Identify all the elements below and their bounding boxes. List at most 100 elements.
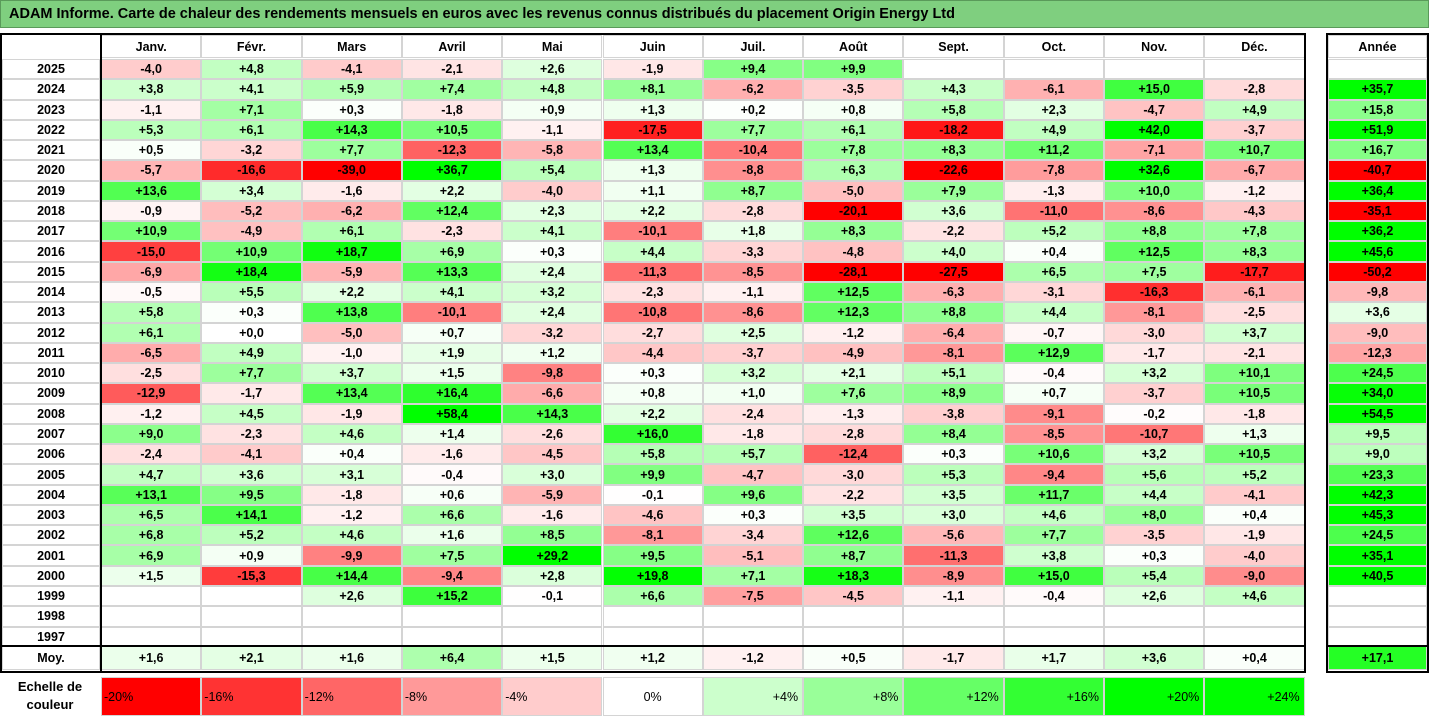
heatmap-cell: +2,2 — [602, 200, 703, 222]
row-year-label: 2019 — [2, 180, 100, 201]
heatmap-cell: -4,4 — [602, 342, 703, 364]
heatmap-cell: +8,3 — [1204, 241, 1305, 262]
heatmap-cell: -4,3 — [1204, 200, 1305, 222]
heatmap-cell: -1,3 — [1003, 180, 1104, 201]
heatmap-cell: -2,3 — [401, 221, 503, 242]
row-year-label: 2007 — [2, 423, 100, 445]
heatmap-cell: -5,9 — [502, 484, 603, 505]
heatmap-cell: -2,2 — [803, 484, 904, 505]
heatmap-cell: +0,3 — [903, 444, 1004, 465]
annual-cell: +23,3 — [1328, 464, 1427, 485]
heatmap-cell: +3,4 — [201, 180, 302, 201]
heatmap-cell: -8,8 — [702, 160, 804, 181]
heatmap-cell — [803, 626, 904, 647]
legend-swatch: -4% — [502, 677, 603, 716]
average-row-divider — [0, 645, 1306, 647]
heatmap-cell: +1,9 — [401, 342, 503, 364]
heatmap-cell: -7,1 — [1104, 140, 1205, 161]
heatmap-cell: +1,0 — [702, 383, 804, 404]
heatmap-cell: +10,1 — [1204, 363, 1305, 384]
heatmap-cell: -6,9 — [101, 261, 202, 282]
annual-cell: -9,8 — [1328, 281, 1427, 303]
heatmap-cell: +12,6 — [803, 525, 904, 546]
heatmap-cell: +2,8 — [502, 565, 603, 587]
row-year-label: 2008 — [2, 403, 100, 424]
heatmap-cell — [602, 606, 703, 627]
month-header: Juin — [602, 35, 703, 58]
heatmap-cell: +6,6 — [602, 586, 703, 607]
annual-cell: +51,9 — [1328, 119, 1427, 141]
heatmap-cell: -0,9 — [101, 200, 202, 222]
heatmap-cell: -4,7 — [1104, 99, 1205, 120]
heatmap-cell: +4,6 — [1204, 586, 1305, 607]
heatmap-cell — [702, 626, 804, 647]
heatmap-cell: -0,5 — [101, 281, 202, 303]
heatmap-cell: -2,8 — [803, 423, 904, 445]
heatmap-cell: -2,1 — [1204, 342, 1305, 364]
heatmap-cell: -8,5 — [702, 261, 804, 282]
heatmap-cell: -15,3 — [201, 565, 302, 587]
heatmap-cell: -1,2 — [101, 403, 202, 424]
heatmap-cell: +13,3 — [401, 261, 503, 282]
report-title: ADAM Informe. Carte de chaleur des rende… — [0, 0, 1429, 28]
row-year-label: 2025 — [2, 59, 100, 80]
annual-cell: -9,0 — [1328, 322, 1427, 343]
row-year-label: 2012 — [2, 322, 100, 343]
heatmap-cell: +16,0 — [602, 423, 703, 445]
heatmap-cell — [903, 59, 1004, 80]
heatmap-cell: +9,5 — [201, 484, 302, 505]
heatmap-cell: -3,0 — [1104, 322, 1205, 343]
heatmap-cell: -1,8 — [301, 484, 402, 505]
heatmap-cell: -17,5 — [602, 119, 703, 141]
heatmap-cell: -1,9 — [602, 59, 703, 80]
annual-cell: +42,3 — [1328, 484, 1427, 505]
annual-cell — [1328, 59, 1427, 80]
heatmap-cell — [903, 606, 1004, 627]
heatmap-cell: +1,3 — [602, 160, 703, 181]
average-label: Moy. — [2, 646, 100, 670]
average-cell: +0,5 — [803, 646, 904, 670]
heatmap-cell: -0,4 — [401, 464, 503, 485]
heatmap-cell: +2,2 — [301, 281, 402, 303]
heatmap-cell: -1,6 — [401, 444, 503, 465]
row-year-label: 1998 — [2, 606, 100, 627]
heatmap-cell: -16,3 — [1104, 281, 1205, 303]
heatmap-cell: -2,8 — [1204, 79, 1305, 100]
heatmap-cell: +2,5 — [702, 322, 804, 343]
heatmap-cell: +4,6 — [1003, 504, 1104, 526]
heatmap-cell: +7,1 — [702, 565, 804, 587]
heatmap-cell — [502, 606, 603, 627]
heatmap-cell: -2,7 — [602, 322, 703, 343]
heatmap-cell: +5,3 — [101, 119, 202, 141]
heatmap-cell: +6,3 — [803, 160, 904, 181]
heatmap-cell: -2,6 — [502, 423, 603, 445]
row-year-label: 2000 — [2, 565, 100, 587]
heatmap-cell: -1,0 — [301, 342, 402, 364]
month-header: Août — [803, 35, 904, 58]
legend-swatch: +16% — [1003, 677, 1104, 716]
annual-cell — [1328, 626, 1427, 647]
heatmap-cell — [602, 626, 703, 647]
heatmap-cell: -15,0 — [101, 241, 202, 262]
heatmap-cell: -0,2 — [1104, 403, 1205, 424]
heatmap-cell: +0,3 — [301, 99, 402, 120]
heatmap-cell: +4,4 — [602, 241, 703, 262]
heatmap-cell: +8,5 — [502, 525, 603, 546]
row-year-label: 2006 — [2, 444, 100, 465]
heatmap-cell: +13,4 — [301, 383, 402, 404]
heatmap-cell: -12,4 — [803, 444, 904, 465]
heatmap-cell: +4,1 — [401, 281, 503, 303]
heatmap-cell: +0,3 — [201, 302, 302, 323]
heatmap-cell: -10,4 — [702, 140, 804, 161]
heatmap-cell: -4,9 — [201, 221, 302, 242]
heatmap-cell: +2,2 — [602, 403, 703, 424]
heatmap-cell: +0,4 — [1204, 504, 1305, 526]
heatmap-cell: +9,9 — [602, 464, 703, 485]
heatmap-cell: -1,1 — [502, 119, 603, 141]
heatmap-cell: +13,1 — [101, 484, 202, 505]
heatmap-cell: -6,2 — [702, 79, 804, 100]
annual-cell — [1328, 586, 1427, 607]
legend-swatch: +20% — [1104, 677, 1205, 716]
heatmap-cell: +4,1 — [201, 79, 302, 100]
heatmap-cell: +4,9 — [1003, 119, 1104, 141]
